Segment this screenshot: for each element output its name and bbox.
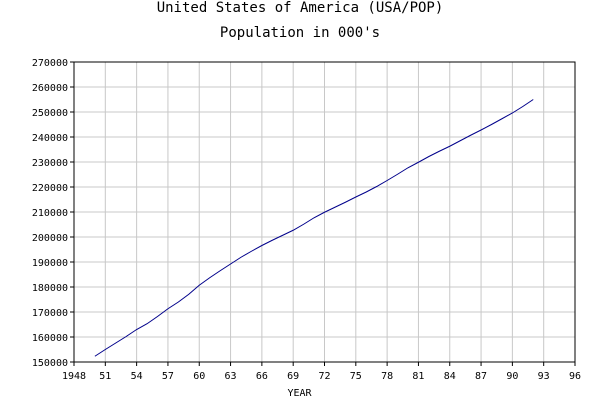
x-tick-label: 87 (475, 371, 487, 382)
x-tick-label: 51 (99, 371, 111, 382)
y-tick-label: 180000 (32, 283, 68, 294)
series-line-population (94, 99, 534, 357)
x-tick-label: 93 (538, 371, 550, 382)
x-tick-label: 84 (444, 371, 456, 382)
x-tick-label: 90 (506, 371, 518, 382)
x-tick-label: 78 (381, 371, 393, 382)
y-axis-tick-labels: 150000 160000 170000 180000 190000 200000 2100… (32, 58, 68, 369)
x-tick-label: 54 (131, 371, 143, 382)
x-tick-label: 96 (569, 371, 581, 382)
y-tick-label: 220000 (32, 183, 68, 194)
x-tick-label: 72 (318, 371, 330, 382)
chart-subtitle: Population in 000's (219, 25, 381, 41)
x-tick-label: 69 (287, 371, 299, 382)
y-tick-label: 240000 (32, 133, 68, 144)
x-tick-label: 66 (256, 371, 268, 382)
x-tick-label: 63 (225, 371, 237, 382)
x-tick-label: 1948 (62, 371, 86, 382)
y-tick-label: 190000 (32, 258, 68, 269)
x-tick-label: 75 (350, 371, 362, 382)
y-tick-label: 260000 (32, 83, 68, 94)
x-tick-label: 81 (412, 371, 424, 382)
y-tick-label: 200000 (32, 233, 68, 244)
x-tick-label: 60 (193, 371, 205, 382)
x-axis-tick-labels: 1948 51 54 57 60 63 66 69 72 75 78 81 84 87 90 93 96 (62, 371, 581, 382)
y-tick-label: 170000 (32, 308, 68, 319)
y-tick-label: 270000 (32, 58, 68, 69)
y-tick-label: 160000 (32, 333, 68, 344)
axis-ticks (70, 61, 576, 366)
y-tick-label: 150000 (32, 358, 68, 369)
gridlines (73, 61, 576, 363)
y-tick-label: 230000 (32, 158, 68, 169)
y-tick-label: 250000 (32, 108, 68, 119)
x-axis-title: YEAR (287, 388, 312, 399)
chart-title: United States of America (USA/POP) (156, 0, 444, 16)
y-tick-label: 210000 (32, 208, 68, 219)
x-tick-label: 57 (162, 371, 174, 382)
